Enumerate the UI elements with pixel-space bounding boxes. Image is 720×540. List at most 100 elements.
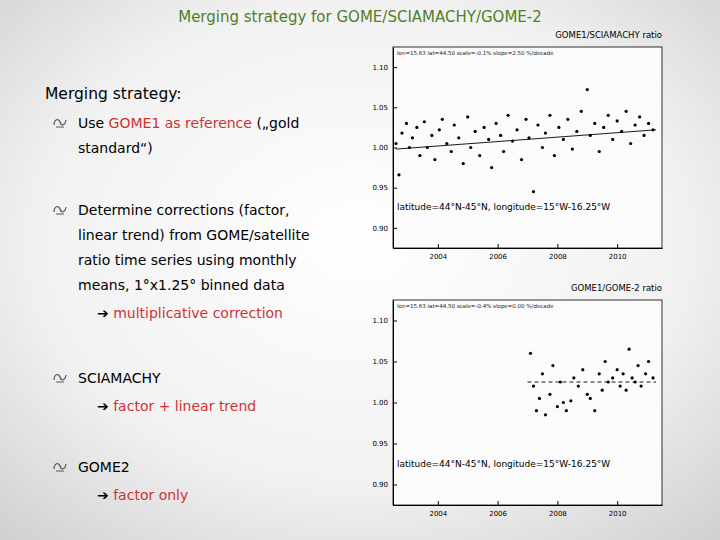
data-point [535,409,538,412]
y-tick-label: 1.00 [372,144,388,152]
data-point [457,136,460,139]
x-tick-mark [617,501,618,505]
data-point [538,397,541,400]
data-point [506,114,509,117]
data-point [495,122,498,125]
data-point [520,158,523,161]
data-point [532,190,535,193]
data-point [551,364,554,367]
data-point [499,134,502,137]
data-point [569,399,572,402]
data-point [474,130,477,133]
data-point [541,146,544,149]
data-point [466,115,469,118]
x-tick: 2008 [549,501,567,518]
data-point [622,372,625,375]
y-axis: 0.900.951.001.051.10 [372,48,397,249]
data-point [483,126,486,129]
data-point [580,110,583,113]
bullet-line: Determine corrections (factor, [78,202,290,218]
y-tick-mark [393,228,397,229]
data-point [430,134,433,137]
data-point [619,385,622,388]
bullet-line: GOME2 [78,459,130,475]
data-point [405,122,408,125]
bullet-icon [54,207,66,214]
data-point [611,138,614,141]
y-tick-label: 1.05 [372,358,388,366]
data-point [586,393,589,396]
data-point [586,88,589,91]
data-point [415,126,418,129]
x-tick: 2006 [489,244,507,261]
text-span: ➔ [97,305,113,321]
sub-point: ➔ multiplicative correction [97,305,283,321]
annotation: latitude=44°N-45°N, longitude=15°W-16.25… [397,459,610,469]
data-point [572,376,575,379]
x-tick: 2004 [429,501,447,518]
data-point [628,348,631,351]
data-point [544,131,547,134]
x-tick-mark [438,244,439,248]
data-point [441,118,444,121]
x-tick-label: 2004 [429,253,447,261]
trend-line [396,130,656,149]
data-point [566,118,569,121]
highlight-text: factor only [113,487,188,503]
text-span: SCIAMACHY [78,370,161,386]
sub-point: ➔ factor only [97,487,188,503]
data-point [515,128,518,131]
y-tick-mark [393,321,397,322]
x-tick-mark [557,501,558,505]
data-point [625,389,628,392]
data-point [553,154,556,157]
x-axis: 2004 2006 2008 2010 [394,501,663,518]
data-point [647,122,650,125]
highlight-text: multiplicative correction [113,305,283,321]
x-tick: 2006 [489,501,507,518]
chart: 0.900.951.001.051.102004200620082010GOME… [372,30,662,261]
x-tick-label: 2010 [609,510,627,518]
data-point [418,154,421,157]
sub-point: ➔ factor + linear trend [97,398,256,414]
data-point [631,376,634,379]
plot-marks [528,348,657,417]
data-point [562,401,565,404]
text-span: means, 1°x1.25° binned data [78,277,285,293]
data-point [487,138,490,141]
data-point [394,142,397,145]
data-point [571,148,574,151]
y-tick: 0.90 [372,481,397,489]
chart-subtitle: lon=15.63 lat=44.50 scale=-0.4% slope=0.… [397,303,554,310]
x-tick: 2008 [549,244,567,261]
y-tick-label: 1.05 [372,104,388,112]
y-tick-label: 0.90 [372,481,388,489]
data-point [438,128,441,131]
annotation: latitude=44°N-45°N, longitude=15°W-16.25… [397,202,610,212]
data-point [502,150,505,153]
data-point [548,393,551,396]
y-tick: 1.10 [372,317,397,325]
data-point [556,405,559,408]
x-tick: 2004 [429,244,447,261]
slide-title: Merging strategy for GOME/SCIAMACHY/GOME… [178,8,542,26]
bullet-line: Use GOME1 as reference („gold [78,115,299,131]
x-tick-mark [557,244,558,248]
data-point [625,110,628,113]
y-tick: 0.95 [372,184,397,192]
data-point [577,385,580,388]
plot-frame [393,47,662,248]
data-point [642,134,645,137]
highlight-text: factor + linear trend [113,398,256,414]
data-point [433,158,436,161]
text-span: Determine corrections (factor, [78,202,290,218]
x-tick-mark [617,244,618,248]
data-point [629,142,632,145]
y-axis: 0.900.951.001.051.10 [372,301,397,506]
data-point [575,130,578,133]
x-tick-mark [498,501,499,505]
data-point [478,154,481,157]
data-point [544,413,547,416]
x-tick-mark [438,501,439,505]
x-tick-label: 2008 [549,253,567,261]
